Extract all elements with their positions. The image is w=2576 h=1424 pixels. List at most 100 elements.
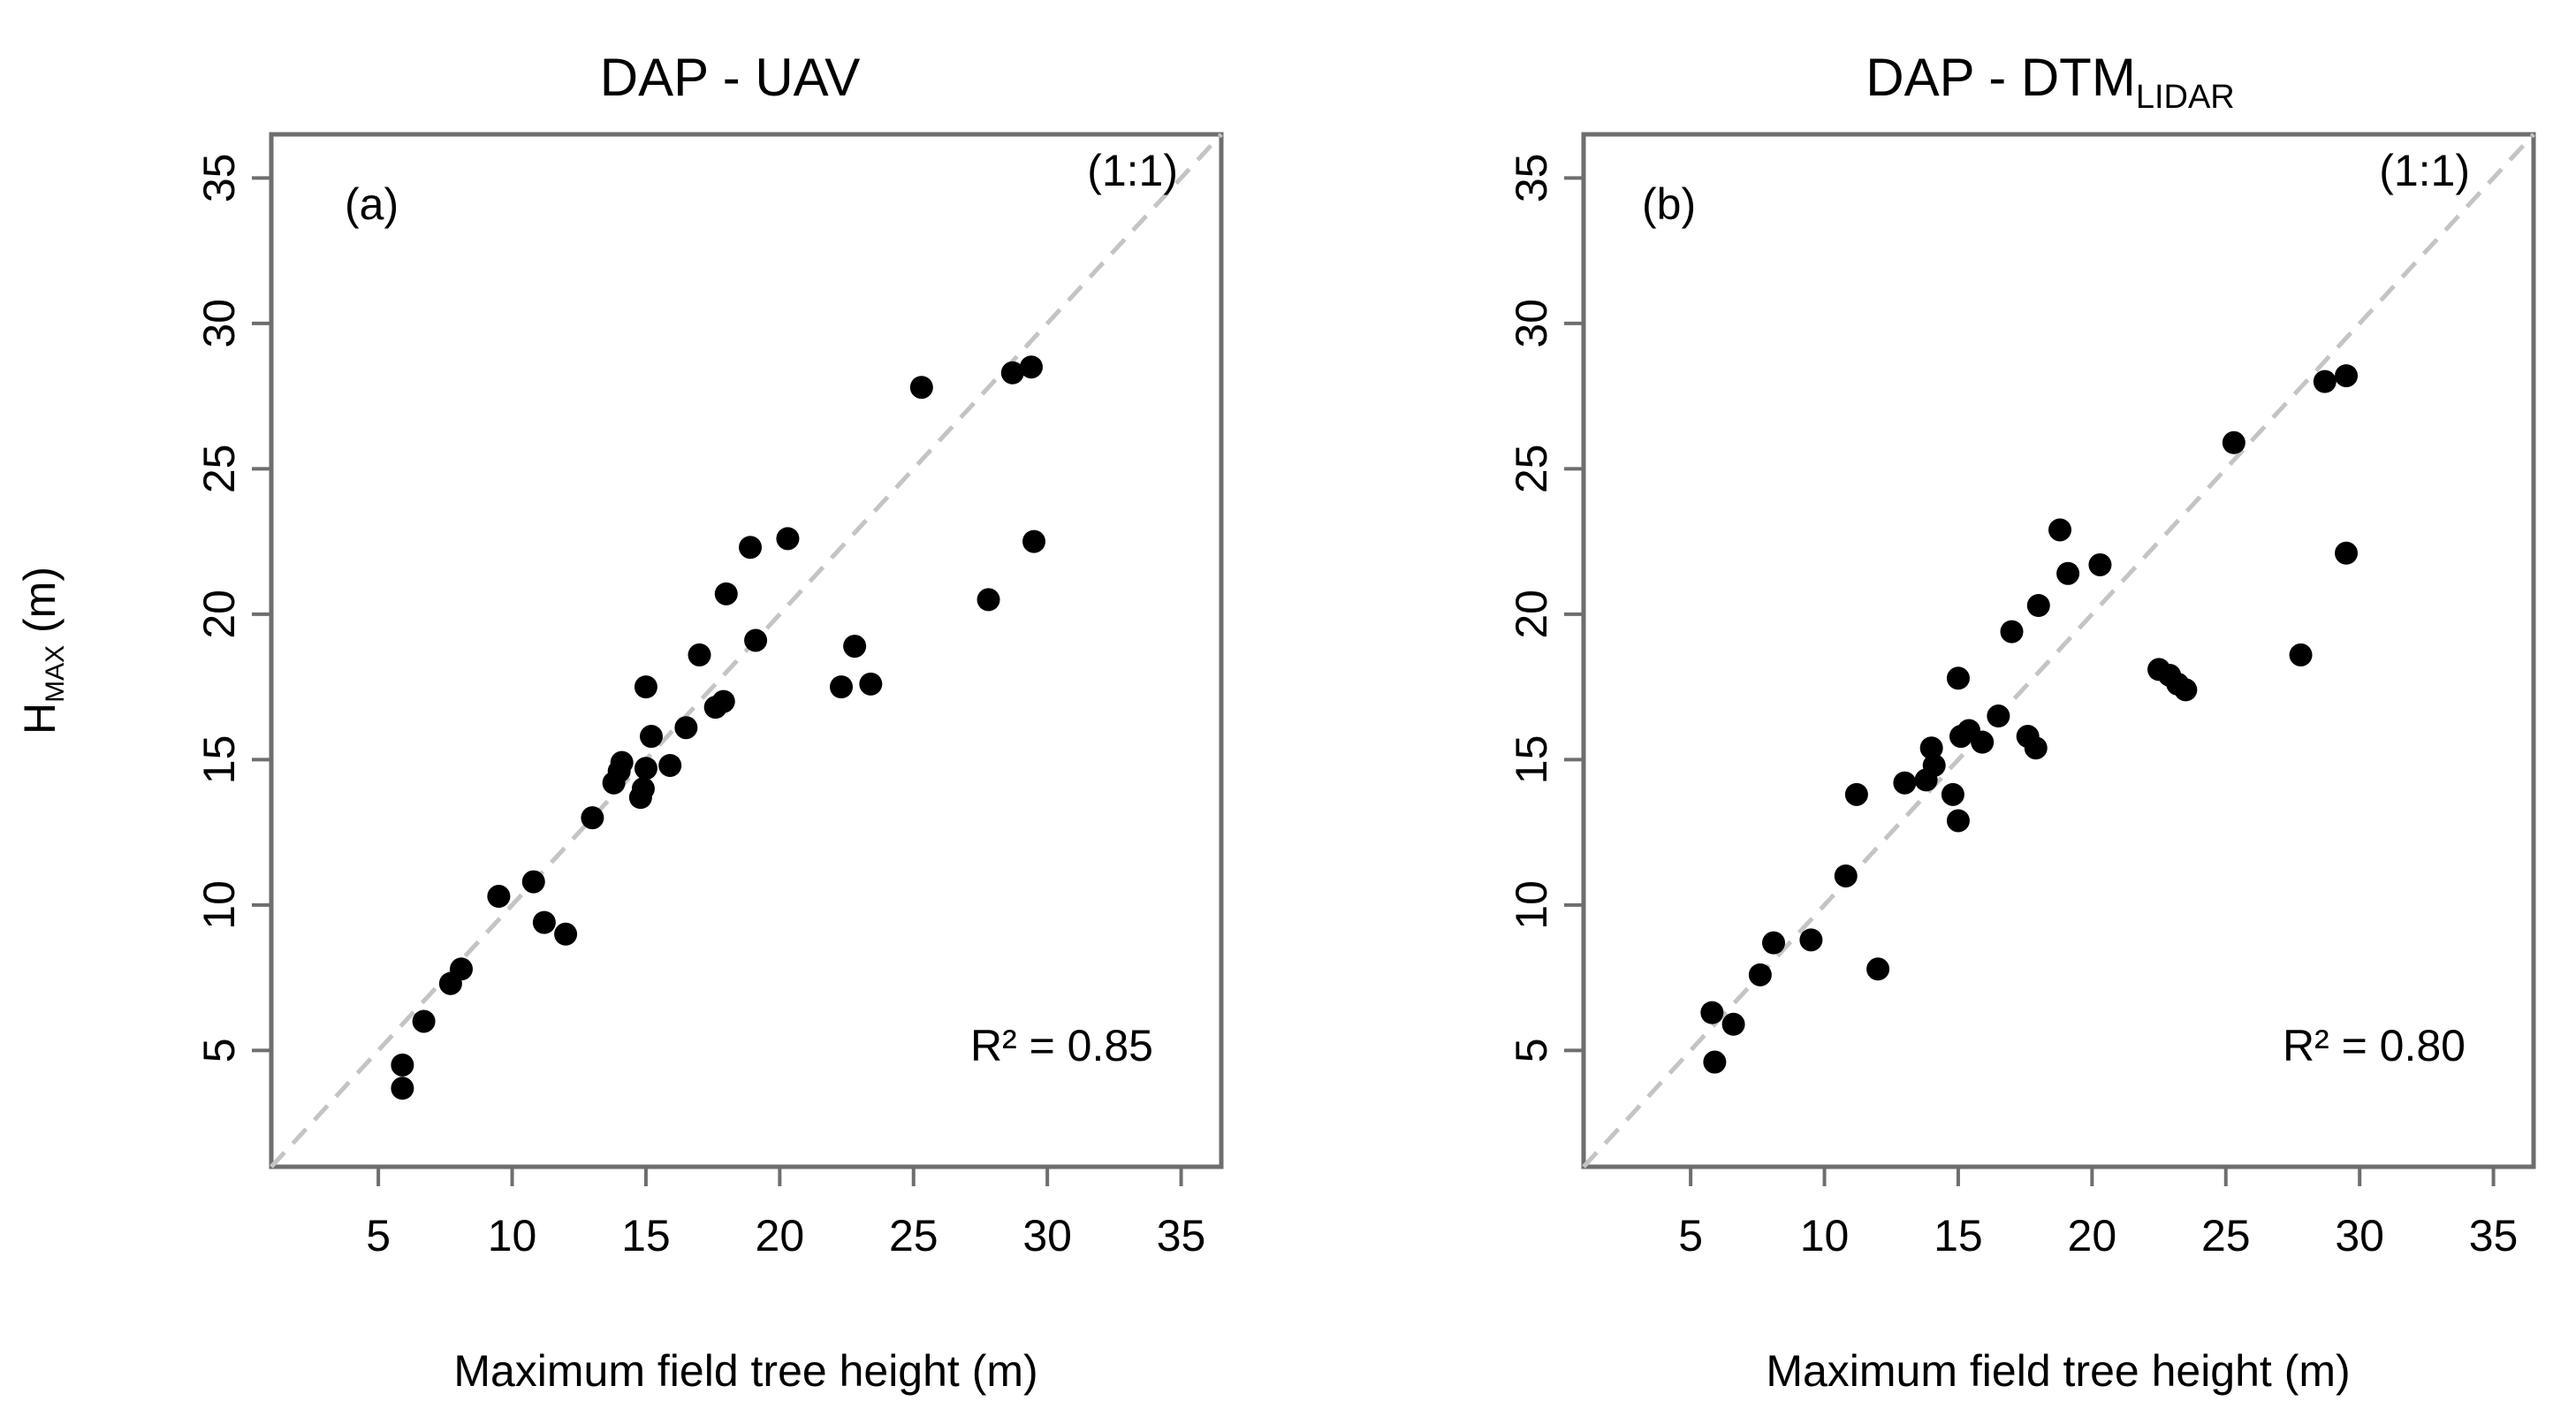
panel-b-data-point — [1946, 666, 1970, 690]
panel-b-data-point — [2024, 736, 2048, 760]
panel-a-x-tick-label: 30 — [1022, 1211, 1072, 1260]
panel-a-data-point — [554, 922, 578, 946]
panel-b-y-tick-label: 25 — [1507, 445, 1556, 494]
panel-b-axes: 5 10 15 20 25 30 35 5 10 15 20 25 30 35 — [1507, 154, 2518, 1260]
panel-b-data-point — [1700, 1001, 1724, 1024]
panel-a-data-point — [688, 643, 711, 666]
panel-b-reference-line — [1582, 133, 2535, 1169]
panel-b-r2-label: R² = 0.80 — [2283, 1021, 2466, 1070]
panel-b-x-tick-label: 15 — [1934, 1211, 1983, 1260]
panel-a-data-point — [714, 582, 738, 605]
panel-a-r2-label: R² = 0.85 — [970, 1021, 1153, 1070]
panel-b-data-point — [2313, 369, 2337, 393]
panel-b-data-point — [1703, 1050, 1727, 1074]
panel-a-x-axis-label: Maximum field tree height (m) — [453, 1346, 1037, 1396]
panel-a-data-point — [976, 588, 1000, 612]
panel-a-x-tick-label: 35 — [1157, 1211, 1206, 1260]
panel-b-y-tick-label: 20 — [1507, 590, 1556, 639]
panel-b-data-point — [2088, 552, 2112, 576]
panel-b-data-point — [2056, 561, 2080, 585]
panel-a-y-tick-label: 5 — [194, 1038, 244, 1062]
panel-a-data-point — [1020, 355, 1043, 379]
panel-b-x-tick-label: 10 — [1800, 1211, 1850, 1260]
panel-b-data-point — [1919, 736, 1943, 760]
panel-a-data-point — [634, 675, 657, 699]
panel-a-y-tick-label: 10 — [194, 880, 244, 930]
panel-a-plot-frame — [269, 132, 1224, 1169]
panel-b-x-tick-label: 25 — [2201, 1211, 2251, 1260]
panel-b-title-subscript: LIDAR — [2136, 79, 2235, 116]
panel-b-y-tick-label: 35 — [1507, 154, 1556, 203]
panel-a-data-point — [532, 910, 556, 934]
panel-b-x-tick-label: 30 — [2335, 1211, 2384, 1260]
panel-b-x-tick-label: 5 — [1678, 1211, 1703, 1260]
panel-a-x-tick-label: 5 — [366, 1211, 391, 1260]
panel-a-reference-label: (1:1) — [1087, 146, 1178, 195]
panel-b-label: (b) — [1642, 179, 1696, 229]
panel-a-label: (a) — [345, 179, 399, 229]
panel-a-data-point — [1022, 529, 1046, 553]
panel-a: DAP - UAV 5 10 15 20 25 30 35 5 10 15 20 25 30 35 (a)… — [15, 48, 1224, 1396]
panel-b-data-point — [1844, 782, 1868, 806]
panel-b-data-point — [1866, 957, 1890, 981]
panel-b-data-point — [1762, 931, 1785, 955]
y-axis-label-main: H — [15, 703, 65, 735]
panel-a-data-point — [830, 675, 853, 699]
panel-a-y-tick-label: 20 — [194, 590, 244, 639]
panel-a-x-tick-label: 10 — [488, 1211, 537, 1260]
panel-a-axes: 5 10 15 20 25 30 35 5 10 15 20 25 30 35 — [194, 154, 1205, 1260]
y-axis-label-unit: (m) — [15, 567, 65, 645]
panel-b-data-point — [1893, 771, 1917, 795]
panel-a-y-axis-label: HMAX (m) — [15, 567, 70, 735]
panel-b-reference-label: (1:1) — [2379, 146, 2470, 195]
panel-b-x-tick-label: 20 — [2068, 1211, 2117, 1260]
panel-b-y-tick-label: 10 — [1507, 880, 1556, 930]
panel-b-data-point — [1748, 963, 1772, 986]
panel-a-data-point — [674, 716, 698, 740]
panel-b-data-point — [2222, 430, 2245, 454]
panel-b-data-point — [2048, 518, 2072, 542]
panel-a-data-point — [776, 527, 800, 551]
panel-b-data-point — [2335, 364, 2359, 388]
panel-a-x-tick-label: 25 — [889, 1211, 938, 1260]
panel-a-data-point — [487, 885, 511, 909]
panel-a-data-point — [711, 689, 735, 713]
panel-b-data-point — [1834, 864, 1858, 887]
panel-b-data-point — [1922, 753, 1946, 777]
panel-b-title: DAP - DTMLIDAR — [1866, 48, 2235, 116]
panel-a-data-point — [391, 1077, 414, 1100]
panel-a-marks — [270, 133, 1223, 1169]
panel-b-y-tick-label: 15 — [1507, 735, 1556, 785]
panel-b-data-point — [1941, 782, 1964, 806]
panel-b-y-tick-label: 5 — [1507, 1038, 1556, 1062]
panel-b-x-axis-label: Maximum field tree height (m) — [1766, 1346, 2350, 1396]
panel-b: DAP - DTMLIDAR 5 10 15 20 25 30 35 5 10 15 20 25 30 3… — [1507, 48, 2536, 1396]
panel-b-data-point — [2000, 620, 2024, 643]
panel-a-data-point — [640, 725, 663, 749]
panel-b-data-point — [1987, 704, 2010, 728]
panel-a-y-tick-label: 15 — [194, 735, 244, 785]
panel-a-title: DAP - UAV — [600, 48, 861, 107]
panel-a-data-point — [521, 870, 545, 894]
panel-a-data-point — [581, 806, 604, 830]
panel-b-data-point — [1721, 1012, 1745, 1036]
panel-a-data-point — [610, 750, 634, 774]
panel-a-data-point — [859, 672, 883, 696]
panel-a-data-point — [744, 628, 768, 652]
panel-a-data-point — [631, 777, 655, 801]
panel-a-y-tick-label: 35 — [194, 154, 244, 203]
panel-a-data-point — [1000, 361, 1024, 385]
panel-b-data-point — [1971, 730, 1995, 754]
panel-b-marks — [1582, 133, 2535, 1169]
panel-a-data-point — [634, 757, 657, 781]
panel-b-data-point — [1799, 928, 1823, 952]
panel-a-data-point — [391, 1053, 414, 1077]
panel-b-data-point — [2026, 594, 2050, 618]
panel-a-y-tick-label: 30 — [194, 299, 244, 348]
panel-b-y-tick-label: 30 — [1507, 299, 1556, 348]
panel-a-reference-line — [270, 133, 1223, 1169]
panel-b-plot-frame — [1581, 132, 2536, 1169]
panel-a-data-point — [843, 635, 867, 659]
panel-a-data-point — [450, 957, 473, 981]
